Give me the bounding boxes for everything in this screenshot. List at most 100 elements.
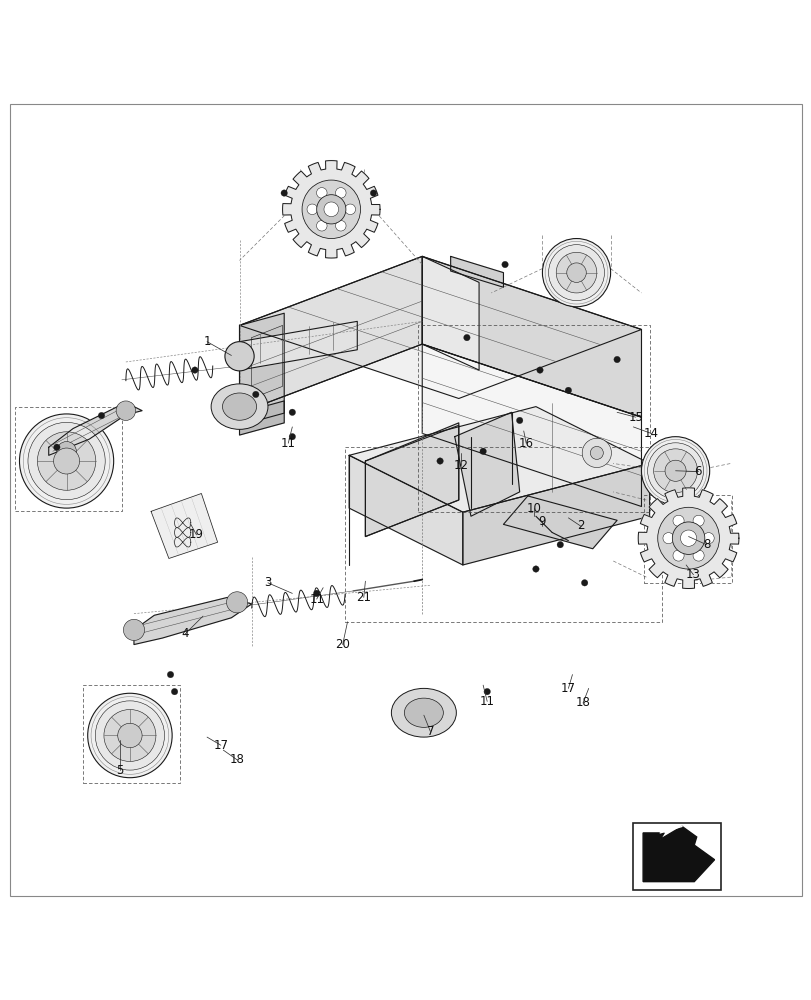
Polygon shape xyxy=(49,403,142,455)
Polygon shape xyxy=(422,256,641,417)
Circle shape xyxy=(252,391,259,398)
Circle shape xyxy=(556,252,596,293)
Polygon shape xyxy=(422,344,641,506)
Circle shape xyxy=(171,688,178,695)
Polygon shape xyxy=(349,455,462,565)
Circle shape xyxy=(281,190,287,196)
Circle shape xyxy=(167,671,174,678)
Polygon shape xyxy=(239,321,357,370)
Ellipse shape xyxy=(222,393,256,420)
Text: 11: 11 xyxy=(479,695,494,708)
Circle shape xyxy=(662,533,673,544)
Circle shape xyxy=(289,409,295,416)
Text: 11: 11 xyxy=(309,593,324,606)
Text: 2: 2 xyxy=(576,519,584,532)
Text: 4: 4 xyxy=(181,627,189,640)
Circle shape xyxy=(590,446,603,459)
Circle shape xyxy=(104,709,156,761)
Circle shape xyxy=(542,239,610,307)
Circle shape xyxy=(463,334,470,341)
Circle shape xyxy=(289,433,295,440)
Text: 18: 18 xyxy=(575,696,590,709)
Circle shape xyxy=(316,195,345,224)
Circle shape xyxy=(613,356,620,363)
Text: 18: 18 xyxy=(230,753,244,766)
Circle shape xyxy=(123,619,144,640)
Ellipse shape xyxy=(211,384,268,429)
Circle shape xyxy=(680,530,696,546)
Polygon shape xyxy=(462,463,649,565)
Circle shape xyxy=(664,460,685,481)
Circle shape xyxy=(672,522,704,554)
Circle shape xyxy=(118,723,142,748)
Circle shape xyxy=(307,204,317,215)
Circle shape xyxy=(335,188,345,198)
Circle shape xyxy=(693,515,703,526)
Text: 6: 6 xyxy=(693,465,702,478)
Bar xyxy=(83,685,180,783)
Text: 1: 1 xyxy=(203,335,211,348)
Circle shape xyxy=(653,449,697,493)
Ellipse shape xyxy=(404,698,443,727)
Circle shape xyxy=(436,458,443,464)
Polygon shape xyxy=(637,488,738,589)
Circle shape xyxy=(566,263,586,282)
Polygon shape xyxy=(239,313,284,425)
Text: 13: 13 xyxy=(685,568,700,581)
Text: 15: 15 xyxy=(628,411,642,424)
Circle shape xyxy=(95,701,165,770)
Text: 16: 16 xyxy=(518,437,533,450)
Polygon shape xyxy=(450,256,503,287)
Text: 5: 5 xyxy=(116,764,124,777)
Text: 19: 19 xyxy=(189,528,204,541)
Circle shape xyxy=(548,245,603,301)
Circle shape xyxy=(316,188,327,198)
Circle shape xyxy=(672,515,683,526)
Bar xyxy=(345,447,661,622)
Ellipse shape xyxy=(391,688,456,737)
Circle shape xyxy=(54,444,60,450)
Circle shape xyxy=(516,417,522,424)
Polygon shape xyxy=(349,407,649,512)
Circle shape xyxy=(54,448,79,474)
Circle shape xyxy=(226,592,247,613)
Circle shape xyxy=(581,438,611,468)
Text: 9: 9 xyxy=(538,515,546,528)
Circle shape xyxy=(98,412,105,419)
Circle shape xyxy=(335,220,345,231)
Circle shape xyxy=(28,422,105,500)
Circle shape xyxy=(479,448,486,455)
Circle shape xyxy=(225,342,254,371)
Circle shape xyxy=(116,401,135,420)
Circle shape xyxy=(564,387,571,394)
Circle shape xyxy=(37,432,96,490)
Bar xyxy=(643,495,731,583)
Text: 21: 21 xyxy=(356,591,371,604)
Circle shape xyxy=(647,443,702,499)
Circle shape xyxy=(345,204,355,215)
Text: 3: 3 xyxy=(264,576,272,589)
Bar xyxy=(418,325,649,512)
Circle shape xyxy=(191,367,198,373)
Polygon shape xyxy=(365,425,458,537)
Text: 17: 17 xyxy=(560,682,575,695)
Circle shape xyxy=(641,437,709,505)
Polygon shape xyxy=(503,496,616,549)
Polygon shape xyxy=(282,161,380,258)
Text: 17: 17 xyxy=(213,739,228,752)
Bar xyxy=(15,407,122,511)
Text: 14: 14 xyxy=(643,427,658,440)
Polygon shape xyxy=(422,256,478,370)
Circle shape xyxy=(324,202,338,217)
Circle shape xyxy=(672,550,683,561)
Polygon shape xyxy=(134,597,251,645)
Circle shape xyxy=(302,180,360,239)
Polygon shape xyxy=(642,826,714,882)
Text: 10: 10 xyxy=(526,502,541,515)
Circle shape xyxy=(702,533,714,544)
Polygon shape xyxy=(239,256,641,398)
Circle shape xyxy=(483,688,490,695)
Circle shape xyxy=(581,580,587,586)
Circle shape xyxy=(693,550,703,561)
Bar xyxy=(633,823,720,890)
